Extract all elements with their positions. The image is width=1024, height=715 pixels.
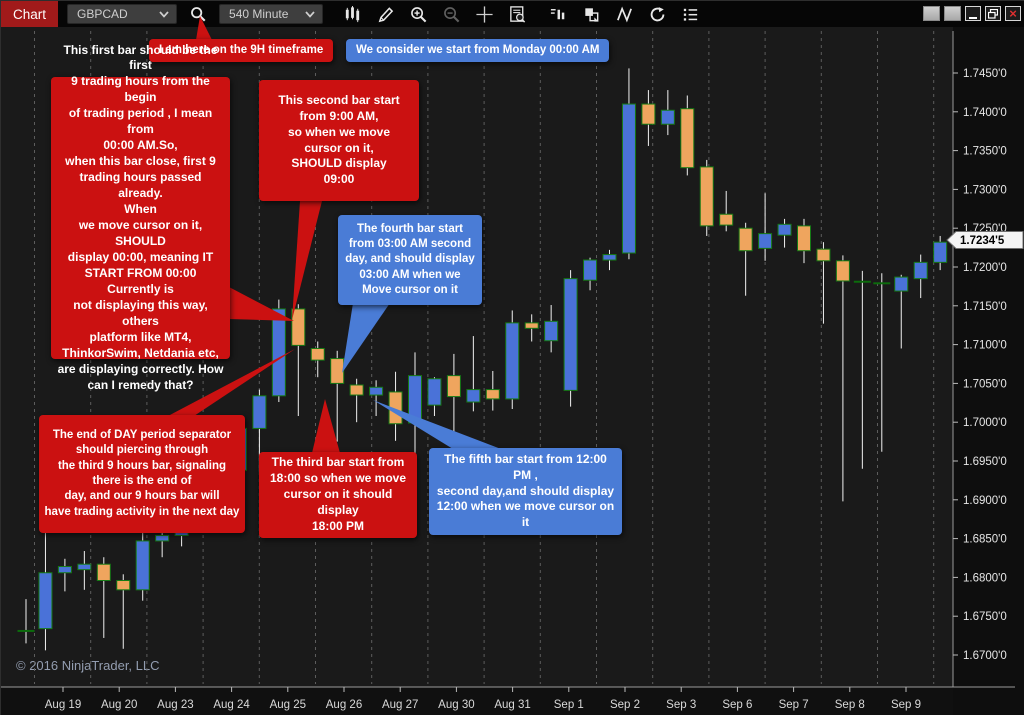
- restore-button[interactable]: [985, 6, 1001, 21]
- callout-day-separator-note[interactable]: The end of DAY period separator should p…: [39, 415, 245, 533]
- callout-fourth-bar-note[interactable]: The fourth bar start from 03:00 AM secon…: [338, 215, 482, 305]
- minimize-button[interactable]: [965, 6, 981, 21]
- price-axis[interactable]: [953, 27, 1024, 715]
- indicators-icon[interactable]: [545, 3, 572, 25]
- zoom-in-icon[interactable]: [405, 3, 432, 25]
- callout-timeframe-note[interactable]: I am here on the 9H timeframe: [149, 39, 334, 63]
- chart-style-icon[interactable]: [339, 3, 366, 25]
- drawing-tools-icon[interactable]: [372, 3, 399, 25]
- time-axis[interactable]: [1, 687, 953, 715]
- callout-third-bar-note[interactable]: The third bar start from 18:00 so when w…: [259, 452, 417, 538]
- tab-chart[interactable]: Chart: [1, 1, 59, 27]
- symbol-combo-value: GBPCAD: [77, 7, 128, 21]
- window-option-2-button[interactable]: [944, 6, 961, 21]
- reload-icon[interactable]: [644, 3, 671, 25]
- crosshair-icon[interactable]: [471, 3, 498, 25]
- chevron-down-icon: [305, 10, 315, 18]
- interval-combo-value: 540 Minute: [229, 7, 289, 21]
- callout-fifth-bar-note[interactable]: The fifth bar start from 12:00 PM , seco…: [429, 448, 622, 535]
- interval-combo[interactable]: 540 Minute: [219, 4, 324, 24]
- callout-week-start-note[interactable]: We consider we start from Monday 00:00 A…: [346, 39, 610, 63]
- copyright-text: © 2016 NinjaTrader, LLC: [16, 658, 160, 673]
- search-icon[interactable]: [184, 3, 211, 25]
- data-box-icon[interactable]: [504, 3, 531, 25]
- minimize-icon: [969, 16, 977, 19]
- close-button[interactable]: ×: [1005, 6, 1021, 21]
- window-controls: ×: [923, 6, 1021, 21]
- chevron-down-icon: [159, 10, 169, 18]
- zoom-out-icon[interactable]: [438, 3, 465, 25]
- properties-list-icon[interactable]: [677, 3, 704, 25]
- callout-second-bar-note[interactable]: This second bar start from 9:00 AM, so w…: [259, 80, 419, 201]
- callout-first-bar-note[interactable]: This first bar should be the first 9 tra…: [51, 43, 230, 392]
- window-option-1-button[interactable]: [923, 6, 940, 21]
- close-icon: ×: [1009, 5, 1017, 21]
- restore-icon: [988, 8, 998, 19]
- toolbar: Chart GBPCAD 540 Minute: [1, 1, 1024, 27]
- windows-tile-icon[interactable]: [578, 3, 605, 25]
- zigzag-icon[interactable]: [611, 3, 638, 25]
- symbol-combo[interactable]: GBPCAD: [67, 4, 178, 24]
